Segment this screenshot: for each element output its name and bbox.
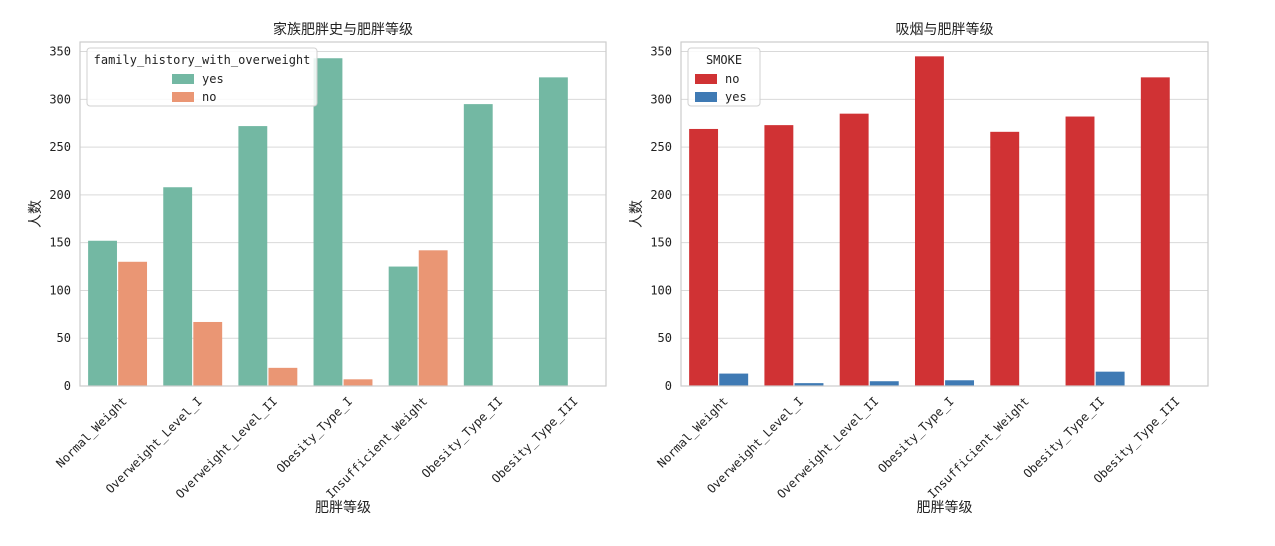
right-xtick-label: Obesity_Type_I xyxy=(875,394,956,475)
right-legend-title: SMOKE xyxy=(706,53,742,67)
left-xtick-label: Obesity_Type_II xyxy=(419,394,506,481)
right-ytick-label: 150 xyxy=(650,236,672,250)
right-ytick-label: 50 xyxy=(658,331,672,345)
right-bar-yes-Normal_Weight xyxy=(719,373,749,386)
right-ytick-label: 0 xyxy=(665,379,672,393)
left-y-axis-label: 人数 xyxy=(28,200,44,228)
left-bar-yes-Obesity_Type_I xyxy=(313,58,343,386)
right-chart-title: 吸烟与肥胖等级 xyxy=(896,21,994,38)
right-legend-box xyxy=(687,47,761,107)
right-bar-yes-Overweight_Level_I xyxy=(794,383,824,386)
left-ytick-label: 200 xyxy=(49,188,71,202)
left-bar-yes-Insufficient_Weight xyxy=(388,266,418,386)
right-xtick-label: Normal_Weight xyxy=(654,394,730,470)
right-bar-yes-Overweight_Level_II xyxy=(869,381,899,386)
left-ytick-label: 50 xyxy=(57,331,71,345)
right-bar-yes-Obesity_Type_II xyxy=(1095,371,1125,386)
right-bar-no-Overweight_Level_II xyxy=(839,113,869,387)
left-plot-frame xyxy=(79,41,607,387)
right-bar-no-Insufficient_Weight xyxy=(990,131,1020,386)
right-bar-no-Obesity_Type_I xyxy=(914,56,944,386)
left-legend-title: family_history_with_overweight xyxy=(94,53,311,67)
right-x-axis-label: 肥胖等级 xyxy=(917,499,973,516)
right-legend-swatch-yes xyxy=(695,92,717,102)
right-ytick-label: 350 xyxy=(650,45,672,59)
right-plot-frame xyxy=(680,41,1209,387)
left-bar-yes-Obesity_Type_III xyxy=(538,77,568,386)
left-legend-label-no: no xyxy=(202,90,216,104)
left-bar-no-Insufficient_Weight xyxy=(418,250,448,386)
left-bar-yes-Overweight_Level_II xyxy=(238,126,268,386)
left-ytick-label: 350 xyxy=(49,45,71,59)
left-bar-yes-Obesity_Type_II xyxy=(463,104,493,386)
right-legend-label-yes: yes xyxy=(725,90,747,104)
right-ytick-label: 300 xyxy=(650,92,672,106)
left-x-axis-label: 肥胖等级 xyxy=(315,499,371,516)
left-ytick-label: 250 xyxy=(49,140,71,154)
left-xtick-label: Obesity_Type_III xyxy=(489,394,581,486)
left-bar-yes-Normal_Weight xyxy=(88,240,117,386)
left-bar-no-Obesity_Type_I xyxy=(343,379,373,386)
left-xtick-label: Normal_Weight xyxy=(53,394,129,470)
left-bar-no-Overweight_Level_I xyxy=(193,321,223,386)
left-bar-no-Normal_Weight xyxy=(118,261,148,386)
left-ytick-label: 300 xyxy=(49,92,71,106)
right-xtick-label: Obesity_Type_II xyxy=(1021,394,1108,481)
left-bar-yes-Overweight_Level_I xyxy=(163,187,193,386)
left-legend-box xyxy=(86,47,318,107)
left-ytick-label: 100 xyxy=(49,283,71,297)
left-chart-title: 家族肥胖史与肥胖等级 xyxy=(273,21,413,38)
right-ytick-label: 200 xyxy=(650,188,672,202)
right-legend-swatch-no xyxy=(695,74,717,84)
right-bar-no-Overweight_Level_I xyxy=(764,125,794,386)
left-bar-no-Overweight_Level_II xyxy=(268,367,298,386)
left-chart: 050100150200250300350Normal_WeightOverwe… xyxy=(28,21,607,516)
right-bar-no-Normal_Weight xyxy=(689,128,719,386)
right-xtick-label: Obesity_Type_III xyxy=(1091,394,1183,486)
right-ytick-label: 250 xyxy=(650,140,672,154)
right-legend-label-no: no xyxy=(725,72,739,86)
right-y-axis-label: 人数 xyxy=(629,200,645,228)
left-ytick-label: 150 xyxy=(49,236,71,250)
left-legend-swatch-no xyxy=(172,92,194,102)
left-legend-label-yes: yes xyxy=(202,72,224,86)
left-xtick-label: Obesity_Type_I xyxy=(274,394,355,475)
right-bar-no-Obesity_Type_III xyxy=(1140,77,1170,386)
left-ytick-label: 0 xyxy=(64,379,71,393)
right-bar-yes-Obesity_Type_I xyxy=(945,380,975,386)
right-bar-no-Obesity_Type_II xyxy=(1065,116,1095,387)
right-chart: 050100150200250300350Normal_WeightOverwe… xyxy=(629,21,1209,516)
left-legend-swatch-yes xyxy=(172,74,194,84)
right-ytick-label: 100 xyxy=(650,283,672,297)
